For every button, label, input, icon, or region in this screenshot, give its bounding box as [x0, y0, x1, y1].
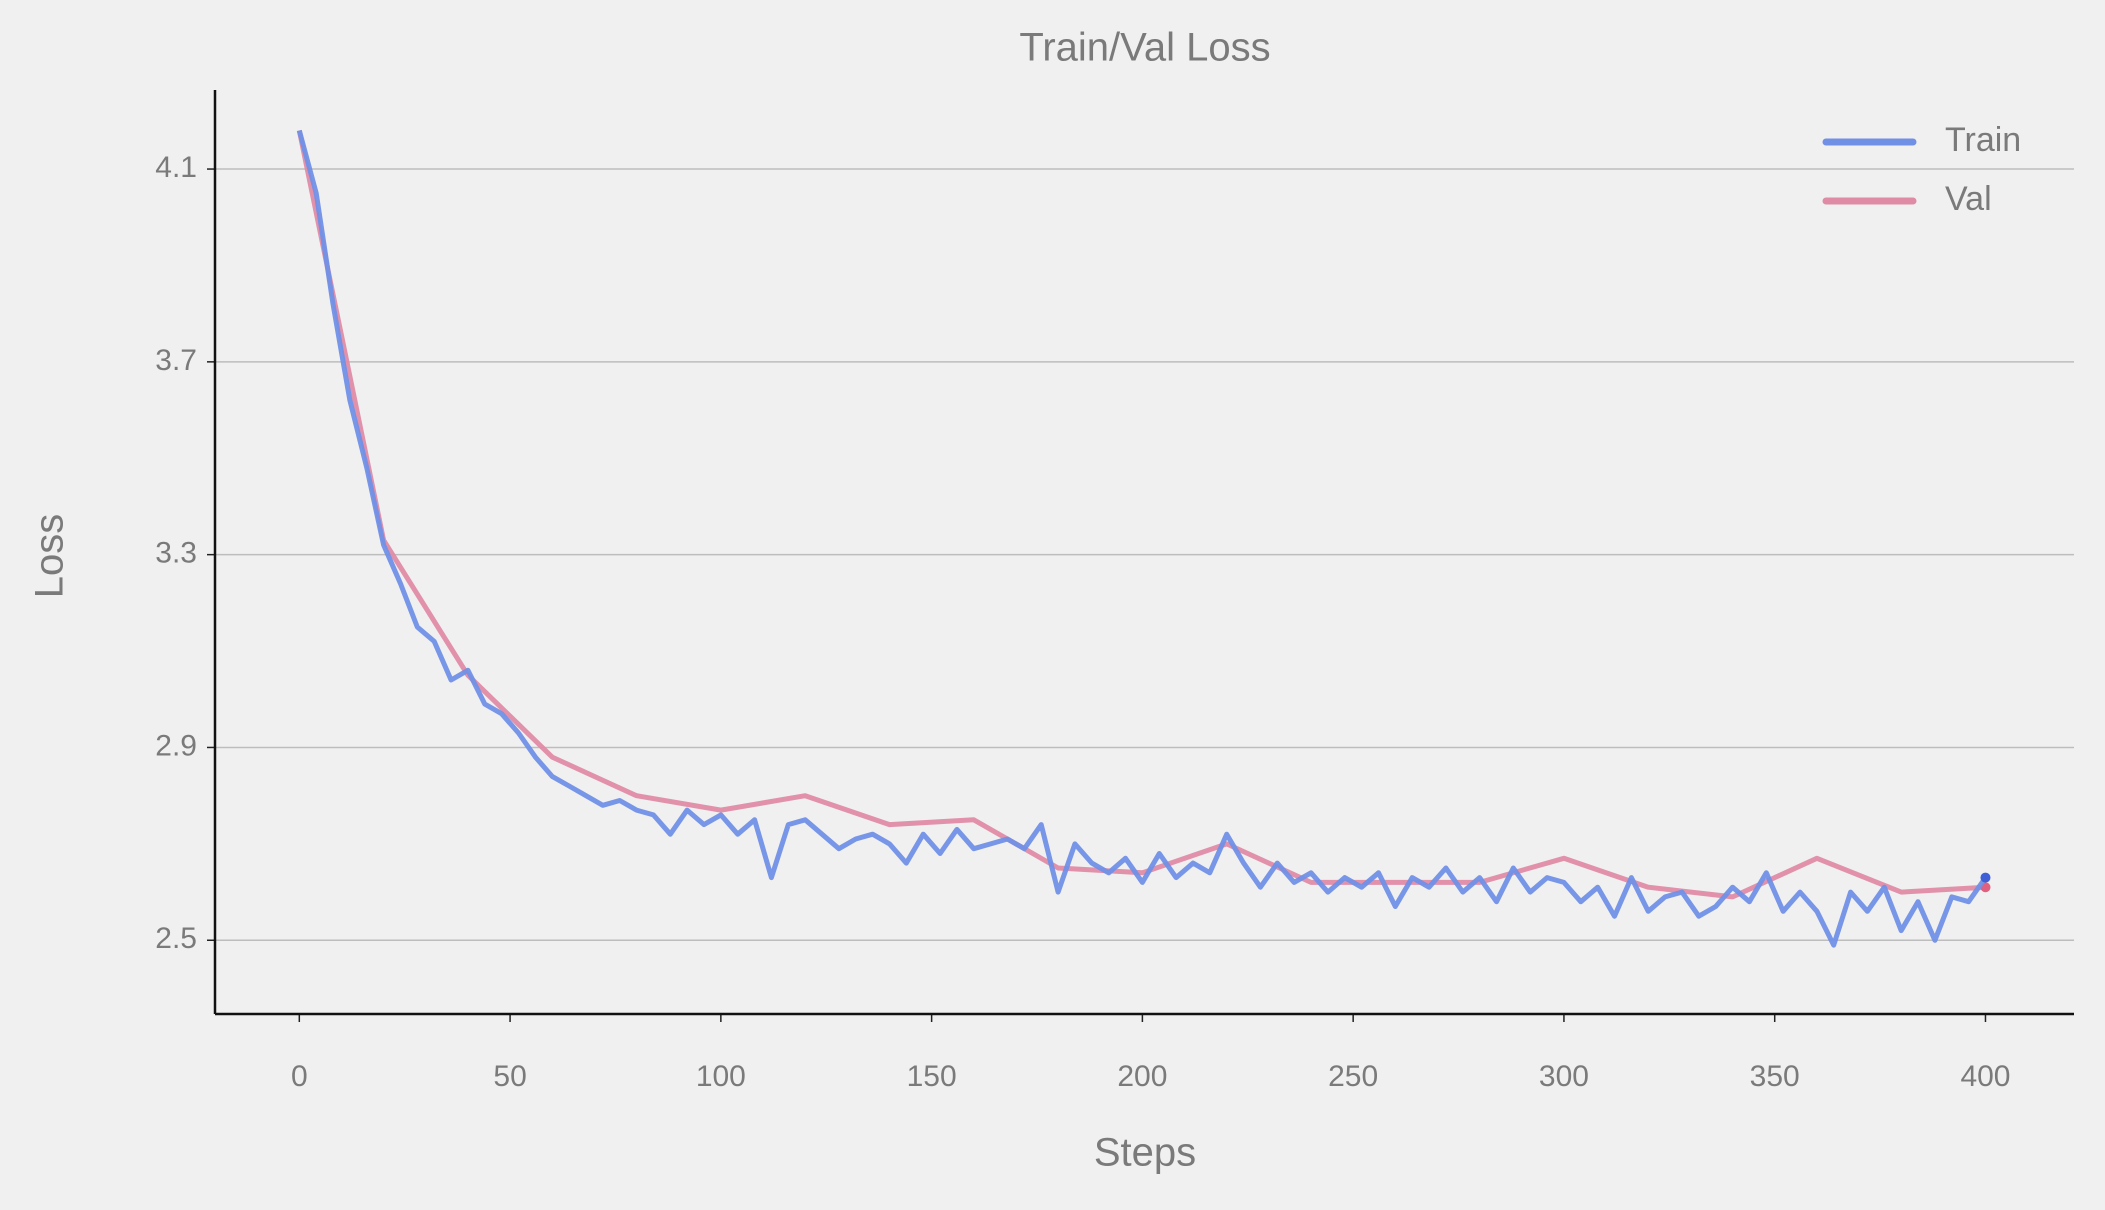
legend-label: Val — [1945, 180, 1992, 218]
y-tick-label: 3.7 — [155, 344, 197, 377]
x-tick-label: 100 — [696, 1060, 746, 1093]
end-point — [1980, 872, 1991, 883]
x-axis-label: Steps — [1094, 1131, 1196, 1175]
y-tick-label: 2.9 — [155, 729, 197, 762]
x-tick-label: 250 — [1328, 1060, 1378, 1093]
x-tick-label: 0 — [291, 1060, 308, 1093]
y-tick-label: 2.5 — [155, 922, 197, 955]
y-tick-label: 4.1 — [155, 151, 197, 184]
series-line — [296, 129, 1988, 948]
chart-title: Train/Val Loss — [1019, 26, 1270, 70]
x-tick-label: 300 — [1539, 1060, 1589, 1093]
series-line — [296, 129, 1986, 900]
x-tick-label: 50 — [493, 1060, 526, 1093]
x-tick-label: 150 — [907, 1060, 957, 1093]
x-tick-label: 350 — [1750, 1060, 1800, 1093]
legend-label: Train — [1945, 121, 2021, 159]
x-tick-label: 400 — [1960, 1060, 2010, 1093]
x-tick-label: 200 — [1117, 1060, 1167, 1093]
y-tick-label: 3.3 — [155, 537, 197, 570]
y-axis-label: Loss — [28, 514, 72, 599]
